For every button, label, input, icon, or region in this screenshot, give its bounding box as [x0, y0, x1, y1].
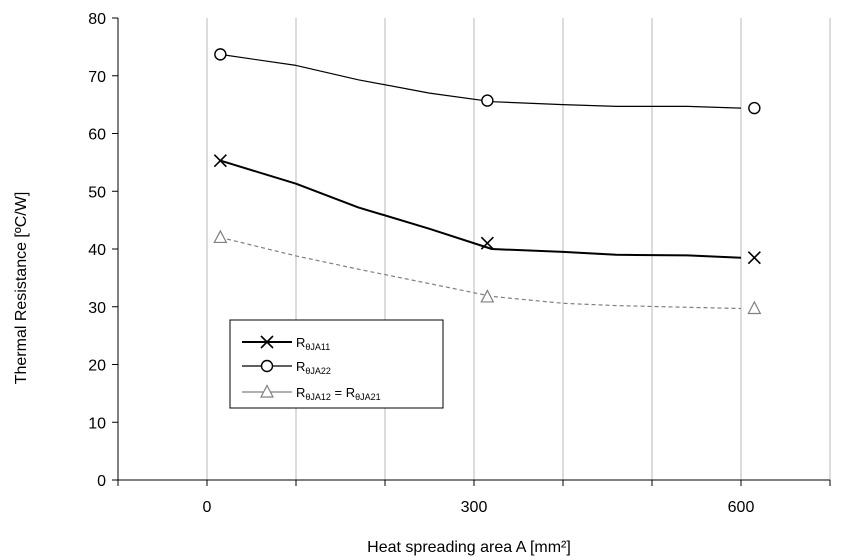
x-tick-label: 600 — [728, 499, 755, 516]
marker-stroke — [260, 335, 274, 349]
data-point-marker — [747, 251, 761, 265]
y-tick-label: 80 — [88, 11, 106, 28]
x-tick-label: 300 — [461, 499, 488, 516]
legend-entry: RθJA22 — [296, 359, 331, 376]
marker-stroke — [747, 251, 761, 265]
y-axis-title: Thermal Resistance [ºC/W] — [13, 192, 30, 385]
y-tick-label: 70 — [88, 69, 106, 86]
y-tick-label: 30 — [88, 300, 106, 317]
data-point-marker — [748, 101, 761, 115]
data-series — [213, 48, 762, 315]
series-line — [220, 159, 742, 259]
data-point-marker — [481, 94, 494, 107]
y-tick-label: 60 — [88, 127, 106, 144]
data-point-marker — [480, 289, 495, 303]
x-axis-title: Heat spreading area A [mm²] — [367, 539, 571, 556]
legend-swatch-marker — [260, 384, 274, 398]
data-point-marker — [747, 300, 762, 315]
data-point-marker — [480, 236, 494, 250]
y-tick-label: 20 — [88, 358, 106, 375]
tick-labels: 0 10 20 30 40 50 60 70 80 0 300 600 — [88, 11, 754, 516]
series-3 — [213, 229, 762, 315]
vertical-gridlines — [206, 18, 831, 480]
y-tick-label: 0 — [97, 473, 106, 490]
legend-swatch-marker — [260, 335, 274, 349]
legend: RθJA11 RθJA22 RθJA12 = RθJA21 — [229, 319, 444, 409]
data-point-marker — [213, 229, 228, 244]
marker-stroke — [213, 154, 227, 168]
marker-stroke — [480, 236, 494, 250]
y-tick-label: 10 — [88, 415, 106, 432]
axes — [112, 17, 831, 486]
series-2 — [214, 48, 761, 115]
series-line — [220, 236, 742, 310]
data-point-marker — [213, 154, 227, 168]
series-line — [220, 53, 742, 109]
x-tick-label: 0 — [203, 499, 212, 516]
legend-entry: RθJA11 — [296, 335, 330, 352]
legend-entry: RθJA12 = RθJA21 — [296, 385, 381, 402]
y-tick-label: 40 — [88, 242, 106, 259]
legend-swatch-marker — [260, 359, 274, 373]
y-tick-label: 50 — [88, 184, 106, 201]
data-point-marker — [214, 48, 227, 61]
series-1 — [213, 154, 761, 265]
